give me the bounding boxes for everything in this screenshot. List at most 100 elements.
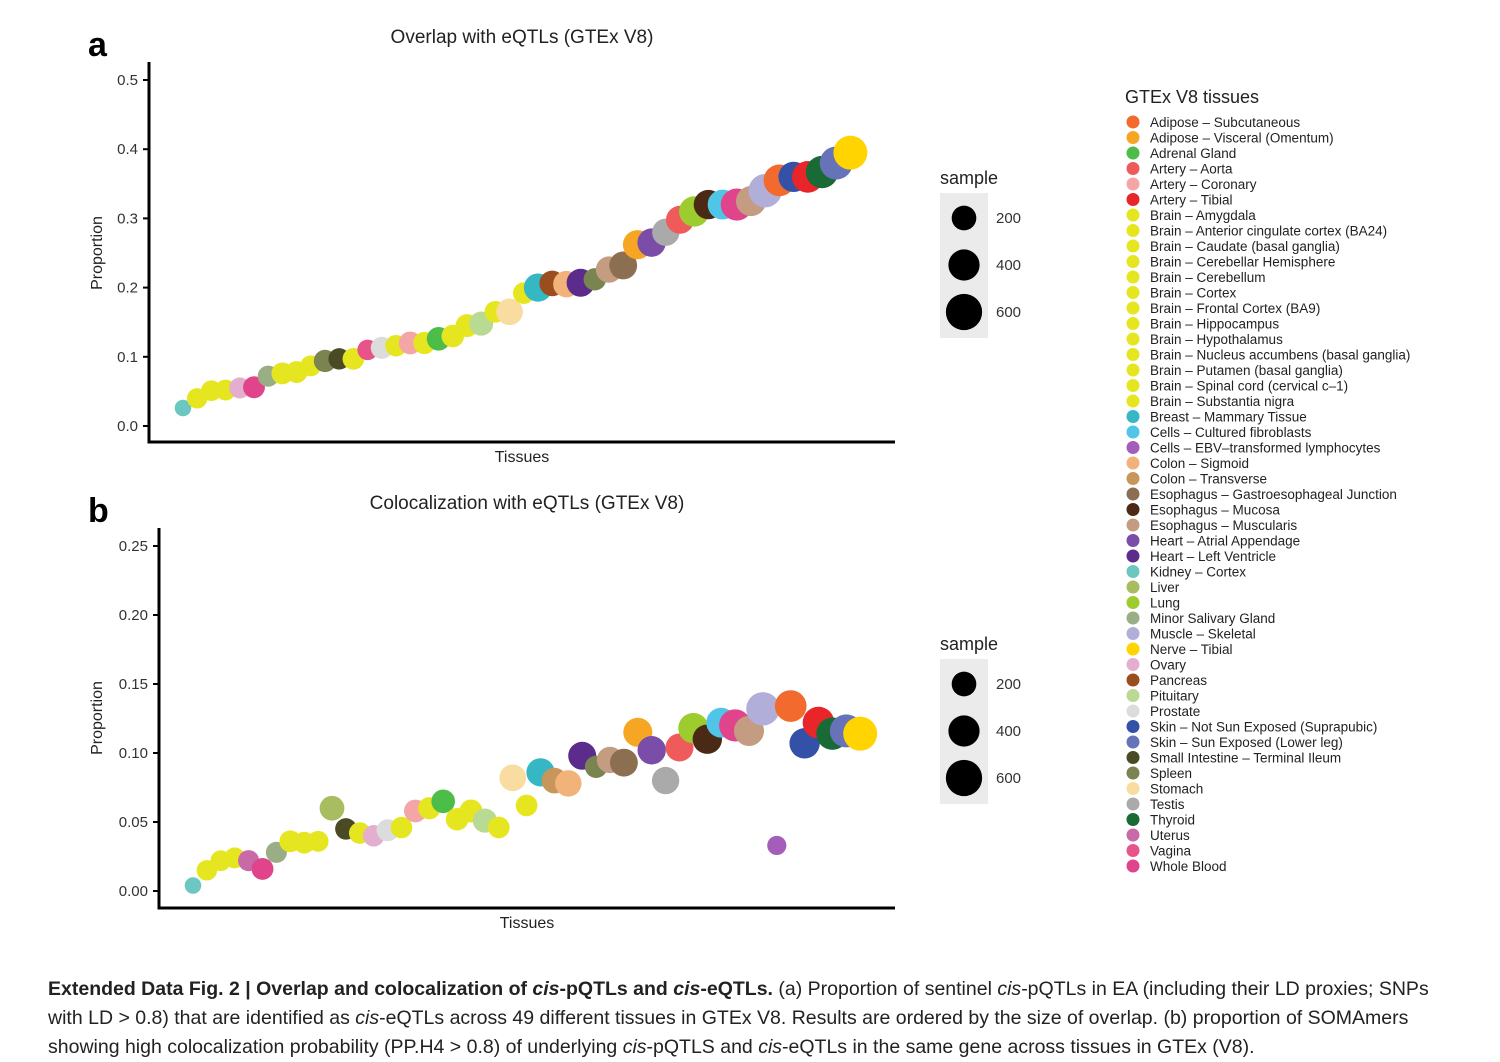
data-point xyxy=(251,857,274,880)
tissue-legend-label: Liver xyxy=(1150,580,1180,595)
tissue-legend-swatch xyxy=(1126,115,1140,129)
tissue-legend-label: Heart – Atrial Appendage xyxy=(1150,534,1300,549)
tissue-legend-label: Brain – Putamen (basal ganglia) xyxy=(1150,363,1343,378)
size-legend-title: sample xyxy=(940,634,998,654)
tissue-legend-label: Brain – Substantia nigra xyxy=(1150,394,1295,409)
tissue-legend-label: Brain – Nucleus accumbens (basal ganglia… xyxy=(1150,348,1410,363)
size-legend-dot xyxy=(951,671,977,697)
tissue-legend-swatch xyxy=(1126,844,1140,857)
size-legend-title: sample xyxy=(940,168,998,188)
caption-text-run: cis xyxy=(758,1036,783,1058)
tissue-legend-swatch xyxy=(1126,301,1140,315)
panel-letter: a xyxy=(88,26,108,64)
y-tick-label: 0.05 xyxy=(119,814,148,831)
y-axis-label: Proportion xyxy=(89,216,106,290)
tissue-legend-label: Brain – Frontal Cortex (BA9) xyxy=(1150,301,1320,316)
panel-letter: b xyxy=(88,492,109,530)
data-point xyxy=(431,789,456,814)
size-legend-label: 200 xyxy=(996,676,1021,693)
x-axis-label: Tissues xyxy=(500,915,555,932)
plot-title: Overlap with eQTLs (GTEx V8) xyxy=(391,27,654,48)
tissue-legend-swatch xyxy=(1126,239,1140,253)
size-legend-dot xyxy=(945,293,983,331)
size-legend-label: 600 xyxy=(996,304,1021,321)
tissue-legend-label: Ovary xyxy=(1150,658,1186,673)
tissue-legend-label: Pancreas xyxy=(1150,673,1207,688)
tissue-legend-label: Artery – Tibial xyxy=(1150,193,1233,208)
tissue-legend-swatch xyxy=(1126,859,1140,873)
size-legend-label: 400 xyxy=(996,723,1021,740)
tissue-legend-swatch xyxy=(1126,611,1140,625)
tissue-legend-swatch xyxy=(1126,286,1140,299)
tissue-legend-label: Uterus xyxy=(1150,828,1190,843)
caption-label: Extended Data Fig. 2 | xyxy=(48,978,257,1000)
figure-caption: Extended Data Fig. 2 | Overlap and coloc… xyxy=(48,975,1458,1062)
tissue-legend-swatch xyxy=(1126,255,1140,268)
y-tick-label: 0.00 xyxy=(119,883,148,900)
data-point xyxy=(843,716,878,751)
caption-text-run: -pQTLs in EA (including their LD proxies… xyxy=(48,978,1429,1029)
caption-text-run: -eQTLs in the same gene across tissues i… xyxy=(782,1036,1255,1058)
tissue-legend-label: Brain – Anterior cingulate cortex (BA24) xyxy=(1150,224,1387,239)
tissue-legend-label: Spleen xyxy=(1150,766,1192,781)
tissue-legend-label: Adipose – Subcutaneous xyxy=(1150,115,1300,130)
tissue-legend-swatch xyxy=(1126,518,1140,532)
tissue-legend-label: Brain – Cortex xyxy=(1150,286,1237,301)
tissue-legend-title: GTEx V8 tissues xyxy=(1125,87,1259,107)
data-point xyxy=(499,764,527,792)
tissue-legend-label: Brain – Spinal cord (cervical c–1) xyxy=(1150,379,1348,394)
tissue-legend-swatch xyxy=(1126,596,1140,609)
size-legend-dot xyxy=(948,249,980,281)
tissue-legend-swatch xyxy=(1126,534,1140,547)
tissue-legend-label: Adipose – Visceral (Omentum) xyxy=(1150,131,1334,146)
caption-text-run: cis xyxy=(355,1007,380,1029)
tissue-legend-swatch xyxy=(1126,658,1140,671)
tissue-legend-label: Brain – Hypothalamus xyxy=(1150,332,1283,347)
tissue-legend-swatch xyxy=(1126,828,1140,842)
tissue-legend-swatch xyxy=(1126,146,1140,160)
data-point xyxy=(555,770,582,797)
tissue-legend-label: Lung xyxy=(1150,596,1180,611)
tissue-legend-label: Cells – Cultured fibroblasts xyxy=(1150,425,1312,440)
caption-text-run: cis xyxy=(673,978,701,1000)
caption-text-run: -eQTLs across 49 different tissues in GT… xyxy=(48,1007,1409,1058)
data-point xyxy=(609,251,638,280)
tissue-legend-swatch xyxy=(1126,410,1140,423)
caption-text-run: cis xyxy=(997,978,1022,1000)
tissue-legend-swatch xyxy=(1126,549,1140,563)
tissue-legend-label: Vagina xyxy=(1150,844,1192,859)
tissue-legend-label: Whole Blood xyxy=(1150,859,1227,874)
tissue-legend-swatch xyxy=(1126,270,1140,284)
data-point xyxy=(609,748,638,777)
tissue-legend-swatch xyxy=(1126,782,1140,795)
tissue-legend-label: Brain – Cerebellum xyxy=(1150,270,1266,285)
y-tick-label: 0.3 xyxy=(117,210,138,227)
data-point xyxy=(307,830,329,852)
caption-heading: Overlap and colocalization of cis-pQTLs … xyxy=(256,978,773,1000)
caption-text-run: -pQTLS and xyxy=(646,1036,759,1058)
tissue-legend-swatch xyxy=(1126,317,1140,330)
tissue-legend-label: Minor Salivary Gland xyxy=(1150,611,1275,626)
tissue-legend-label: Colon – Transverse xyxy=(1150,472,1267,487)
tissue-legend-label: Skin – Sun Exposed (Lower leg) xyxy=(1150,735,1343,750)
x-axis-label: Tissues xyxy=(495,449,550,466)
tissue-legend-swatch xyxy=(1126,565,1140,578)
tissue-legend-swatch xyxy=(1126,425,1140,439)
y-tick-label: 0.5 xyxy=(117,72,138,89)
tissue-legend-swatch xyxy=(1126,487,1140,501)
tissue-legend-label: Adrenal Gland xyxy=(1150,146,1236,161)
y-tick-label: 0.0 xyxy=(117,418,138,435)
y-tick-label: 0.15 xyxy=(119,676,148,693)
tissue-legend-swatch xyxy=(1126,162,1140,175)
y-tick-label: 0.1 xyxy=(117,349,138,366)
tissue-legend-swatch xyxy=(1126,580,1140,594)
tissue-legend-label: Thyroid xyxy=(1150,813,1195,828)
data-point xyxy=(767,835,787,856)
tissue-legend-swatch xyxy=(1126,208,1140,222)
tissue-legend-swatch xyxy=(1126,813,1140,826)
tissue-legend-label: Stomach xyxy=(1150,782,1203,797)
tissue-legend-label: Brain – Amygdala xyxy=(1150,208,1256,223)
tissue-legend-swatch xyxy=(1126,503,1140,516)
tissue-legend-swatch xyxy=(1126,456,1140,470)
data-point xyxy=(515,794,538,817)
